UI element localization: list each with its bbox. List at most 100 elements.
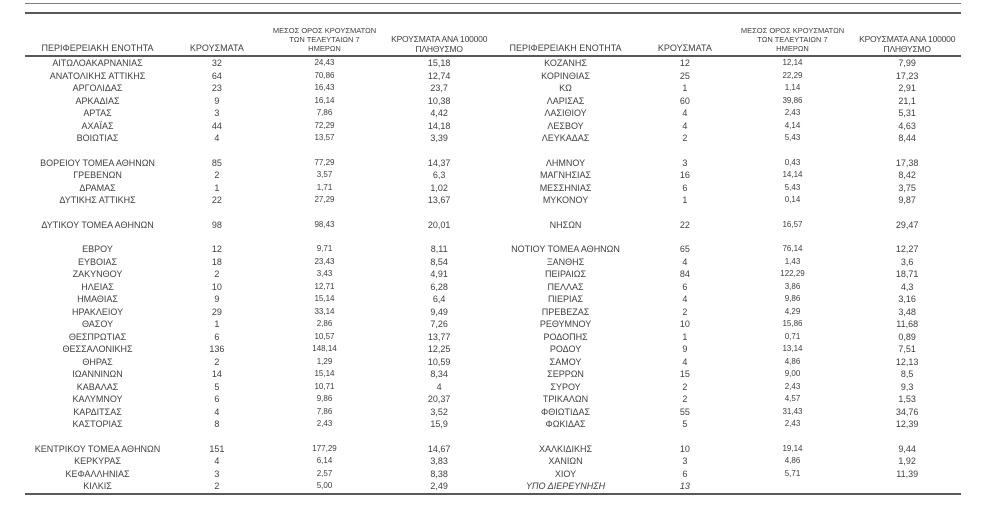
cases-cell: 10 [679, 443, 690, 454]
cases-cell: 5 [682, 419, 688, 429]
cases-cell: 4 [682, 108, 688, 118]
cases-cell: 8 [214, 419, 220, 429]
cases-cell: 6 [682, 281, 688, 292]
region-cell: ΕΥΒΟΙΑΣ [78, 256, 118, 267]
region-cell: ΚΑΛΥΜΝΟΥ [72, 394, 123, 404]
table-row: ΤΡΙΚΑΛΩΝ 2 4,57 1,53 [493, 393, 961, 406]
per100k-cell: 8,38 [430, 468, 448, 479]
spacer-row [493, 231, 961, 243]
per100k-cell: 10,59 [427, 356, 451, 367]
per100k-cell: 6,3 [432, 170, 446, 180]
per100k-cell: 9,49 [430, 306, 448, 317]
avg7-cell: 70,86 [314, 70, 335, 80]
spacer-row [493, 207, 961, 219]
column-header-avg7: ΜΕΣΟΣ ΟΡΟΣ ΚΡΟΥΣΜΑΤΩΝ ΤΩΝ ΤΕΛΕΥΤΑΙΩΝ 7 Η… [731, 14, 854, 57]
region-cell: ΚΕΦΑΛΛΗΝΙΑΣ [65, 468, 130, 479]
avg7-cell: 16,43 [314, 83, 335, 92]
avg7-cell: 13,14 [782, 344, 803, 353]
spacer-row [25, 431, 493, 443]
avg7-cell: 2,43 [784, 108, 801, 117]
per100k-cell: 14,67 [427, 443, 451, 454]
per100k-cell: 9,3 [900, 381, 914, 392]
header-row: ΠΕΡΙΦΕΡΕΙΑΚΗ ΕΝΟΤΗΤΑ ΚΡΟΥΣΜΑΤΑ ΜΕΣΟΣ ΟΡΟΣ … [493, 14, 961, 57]
per100k-cell: 23,7 [430, 83, 448, 93]
avg7-cell: 10,71 [314, 381, 335, 391]
table-row: ΚΙΛΚΙΣ 2 5,00 2,49 [25, 480, 493, 493]
spacer-row [493, 145, 961, 157]
table-row: ΜΥΚΟΝΟΥ 1 0,14 9,87 [493, 194, 961, 207]
per100k-cell: 20,37 [427, 394, 451, 404]
per100k-cell: 2,91 [898, 83, 916, 93]
table-row: ΡΟΔΟΠΗΣ 1 0,71 0,89 [493, 331, 961, 344]
spacer-row [493, 431, 961, 443]
column-header-cases: ΚΡΟΥΣΜΑΤΑ [638, 14, 732, 57]
avg7-cell: 16,57 [782, 219, 803, 229]
avg7-cell: 33,14 [314, 306, 335, 316]
per100k-cell: 4,3 [900, 281, 914, 292]
region-cell: ΜΕΣΣΗΝΙΑΣ [539, 182, 592, 193]
avg7-cell: 9,86 [316, 394, 333, 403]
avg7-cell: 9,86 [784, 294, 801, 303]
table-row: ΚΟΖΑΝΗΣ 12 12,14 7,99 [493, 56, 961, 70]
region-cell: ΛΕΣΒΟΥ [547, 120, 584, 131]
spacer-row [25, 145, 493, 157]
cases-cell: 1 [682, 83, 688, 93]
spacer-row [25, 231, 493, 243]
cases-cell: 4 [214, 133, 220, 143]
table-row: ΓΡΕΒΕΝΩΝ 2 3,57 6,3 [25, 169, 493, 182]
cases-cell: 2 [682, 394, 688, 404]
cases-cell: 2 [682, 306, 688, 317]
avg7-cell: 2,43 [784, 419, 801, 428]
region-cell: ΘΕΣΣΑΛΟΝΙΚΗΣ [62, 344, 133, 354]
cases-cell: 65 [679, 244, 690, 254]
cases-cell: 1 [682, 195, 688, 205]
table-row: ΚΑΛΥΜΝΟΥ 6 9,86 20,37 [25, 393, 493, 406]
cases-cell: 64 [211, 70, 222, 81]
per100k-cell: 11,68 [896, 319, 919, 329]
table-row: ΜΑΓΝΗΣΙΑΣ 16 14,14 8,42 [493, 169, 961, 182]
per100k-cell: 15,18 [427, 58, 451, 68]
table-row: ΝΗΣΩΝ 22 16,57 29,47 [493, 219, 961, 232]
per100k-cell: 12,27 [895, 244, 919, 254]
cases-cell: 6 [214, 331, 220, 342]
region-cell: ΑΙΤΩΛΟΑΚΑΡΝΑΝΙΑΣ [52, 58, 143, 68]
table-row: ΝΟΤΙΟΥ ΤΟΜΕΑ ΑΘΗΝΩΝ 65 76,14 12,27 [493, 243, 961, 256]
region-cell: ΑΧΑΪΑΣ [81, 120, 114, 131]
header-row: ΠΕΡΙΦΕΡΕΙΑΚΗ ΕΝΟΤΗΤΑ ΚΡΟΥΣΜΑΤΑ ΜΕΣΟΣ ΟΡΟΣ … [25, 14, 493, 57]
per100k-cell: 6,28 [430, 281, 448, 292]
cases-cell: 12 [679, 58, 690, 68]
avg7-cell: 4,29 [784, 306, 801, 316]
per100k-cell [853, 480, 961, 493]
table-row: ΗΛΕΙΑΣ 10 12,71 6,28 [25, 281, 493, 294]
region-cell: ΘΕΣΠΡΩΤΙΑΣ [68, 331, 127, 342]
avg7-cell: 122,29 [780, 269, 805, 278]
per100k-cell: 4,63 [898, 120, 916, 131]
region-cell: ΧΑΝΙΩΝ [548, 456, 583, 466]
avg7-cell: 6,14 [316, 456, 333, 465]
avg7-cell: 4,86 [784, 456, 801, 465]
cases-cell: 14 [211, 369, 222, 379]
per100k-cell: 14,18 [427, 120, 451, 131]
region-cell: ΑΡΓΟΛΙΔΑΣ [72, 83, 123, 93]
table-row: ΠΕΛΛΑΣ 6 3,86 4,3 [493, 281, 961, 294]
region-cell: ΛΕΥΚΑΔΑΣ [541, 133, 590, 143]
cases-cell: 12 [211, 244, 222, 254]
cases-cell: 1 [682, 331, 688, 342]
table-row: ΒΟΙΩΤΙΑΣ 4 13,57 3,39 [25, 132, 493, 145]
cases-cell: 6 [682, 468, 688, 479]
table-row: ΞΑΝΘΗΣ 4 1,43 3,6 [493, 256, 961, 269]
spacer-cell [493, 431, 961, 443]
table-row: ΠΕΙΡΑΙΩΣ 84 122,29 18,71 [493, 268, 961, 281]
table-row: ΧΑΝΙΩΝ 3 4,86 1,92 [493, 455, 961, 468]
per100k-cell: 4 [436, 381, 442, 392]
table-row: ΡΟΔΟΥ 9 13,14 7,51 [493, 343, 961, 356]
region-cell: ΧΑΛΚΙΔΙΚΗΣ [538, 443, 593, 454]
per100k-cell: 12,25 [427, 344, 451, 354]
cases-cell: 15 [679, 369, 690, 379]
avg7-cell: 19,14 [782, 443, 803, 453]
spacer-cell [493, 145, 961, 157]
per100k-cell: 13,67 [427, 195, 451, 205]
column-header-avg7: ΜΕΣΟΣ ΟΡΟΣ ΚΡΟΥΣΜΑΤΩΝ ΤΩΝ ΤΕΛΕΥΤΑΙΩΝ 7 Η… [263, 14, 386, 57]
region-cell: ΤΡΙΚΑΛΩΝ [542, 394, 589, 404]
avg7-cell: 13,57 [314, 133, 335, 142]
